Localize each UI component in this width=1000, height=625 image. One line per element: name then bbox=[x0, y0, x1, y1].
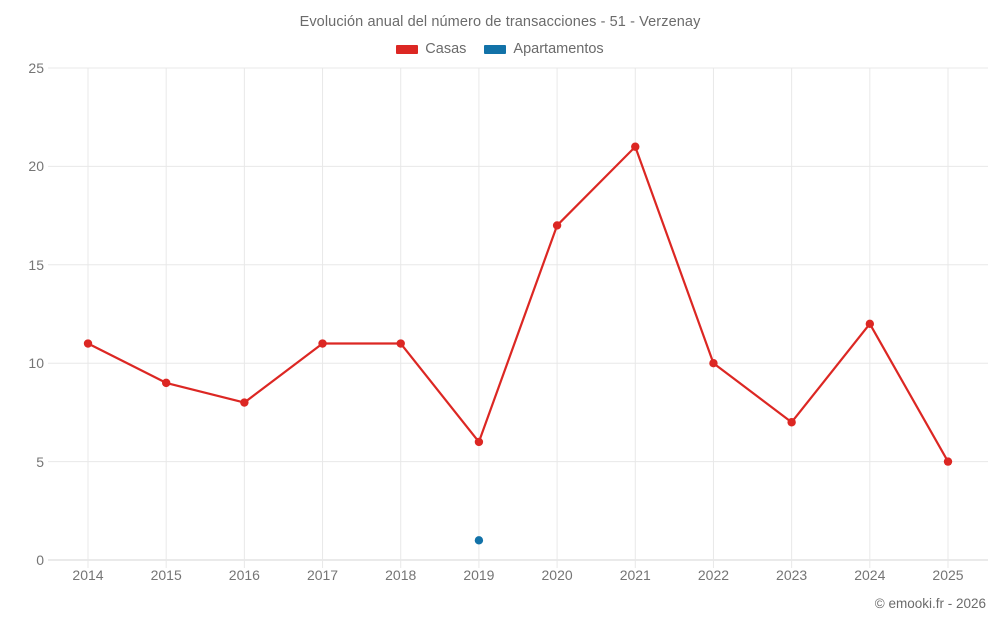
y-axis-tick-label: 5 bbox=[36, 453, 44, 470]
legend-swatch-icon bbox=[484, 44, 507, 54]
footer-credit: © emooki.fr - 2026 bbox=[874, 596, 986, 611]
x-axis-tick-label: 2019 bbox=[463, 567, 495, 583]
x-axis-tick-label: 2023 bbox=[776, 567, 808, 583]
y-axis-tick-label: 0 bbox=[36, 552, 44, 568]
x-axis-tick-label: 2020 bbox=[541, 567, 573, 583]
y-axis-tick-label: 10 bbox=[28, 355, 44, 372]
data-point[interactable] bbox=[161, 378, 171, 388]
chart-legend: Casas Apartamentos bbox=[0, 41, 1000, 57]
data-point[interactable] bbox=[474, 536, 484, 545]
legend-item-apartamentos[interactable]: Apartamentos bbox=[484, 41, 604, 57]
data-point[interactable] bbox=[552, 221, 562, 230]
data-point[interactable] bbox=[709, 359, 718, 368]
data-point[interactable] bbox=[631, 142, 640, 151]
legend-swatch-icon bbox=[396, 44, 419, 54]
y-axis-tick-label: 15 bbox=[28, 256, 44, 273]
data-point[interactable] bbox=[83, 339, 93, 348]
plot-svg bbox=[48, 67, 988, 568]
x-axis-tick-label: 2025 bbox=[932, 567, 964, 583]
plot-area bbox=[48, 67, 988, 568]
data-point[interactable] bbox=[240, 398, 249, 407]
x-axis-tick-label: 2014 bbox=[72, 567, 104, 583]
x-axis-tick-label: 2021 bbox=[619, 567, 651, 583]
series-line-0 bbox=[86, 145, 950, 463]
legend-label: Apartamentos bbox=[513, 41, 604, 57]
x-axis-tick-label: 2024 bbox=[854, 567, 886, 583]
legend-label: Casas bbox=[425, 41, 467, 57]
chart-title: Evolución anual del número de transaccio… bbox=[299, 14, 701, 30]
data-point[interactable] bbox=[396, 339, 405, 348]
y-axis-tick-label: 20 bbox=[28, 158, 44, 175]
data-point[interactable] bbox=[318, 339, 327, 348]
data-point[interactable] bbox=[474, 437, 484, 447]
x-axis-tick-label: 2015 bbox=[150, 567, 182, 583]
legend-item-casas[interactable]: Casas bbox=[396, 41, 466, 57]
x-axis-tick-label: 2016 bbox=[228, 567, 260, 583]
x-axis-tick-label: 2017 bbox=[306, 567, 339, 583]
data-point[interactable] bbox=[787, 418, 796, 427]
x-axis-tick-label: 2022 bbox=[697, 567, 730, 583]
y-axis-tick-label: 25 bbox=[28, 60, 44, 76]
y-axis-labels: 0 5 10 15 20 25 bbox=[0, 0, 44, 625]
data-point[interactable] bbox=[943, 457, 953, 466]
data-point[interactable] bbox=[865, 319, 875, 329]
x-axis-tick-label: 2018 bbox=[385, 567, 417, 583]
